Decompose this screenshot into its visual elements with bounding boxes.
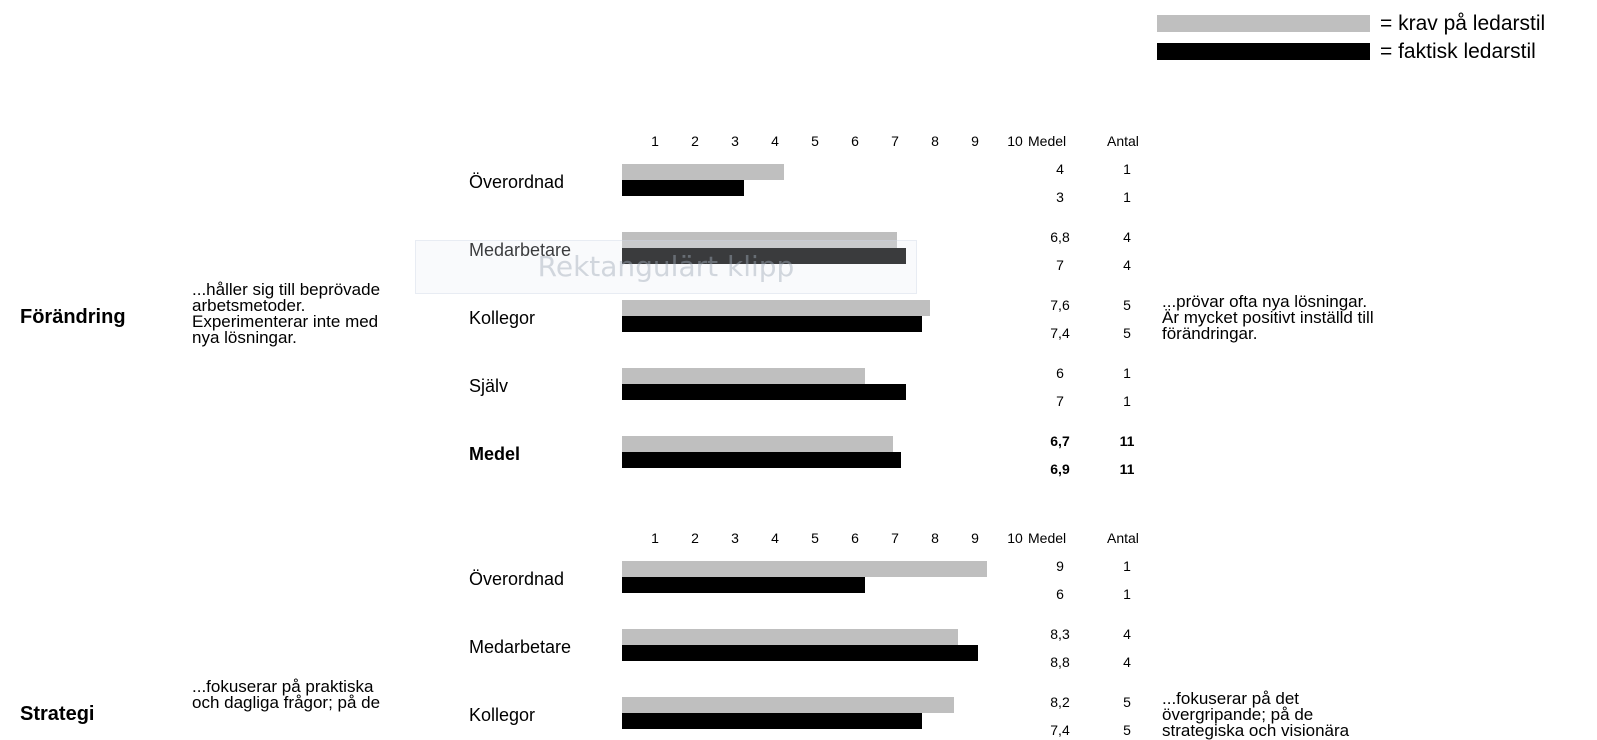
medel-value-krav: 8,3 bbox=[1050, 626, 1070, 642]
medel-value-krav: 8,2 bbox=[1050, 694, 1070, 710]
column-header-medel: Medel bbox=[1028, 530, 1067, 546]
bar-krav bbox=[622, 300, 930, 316]
antal-value-krav: 5 bbox=[1123, 297, 1131, 313]
antal-value-faktisk: 4 bbox=[1123, 257, 1131, 273]
bar-faktisk bbox=[622, 316, 922, 332]
x-tick-label: 4 bbox=[771, 133, 779, 149]
x-tick-label: 1 bbox=[651, 530, 659, 546]
x-tick-label: 10 bbox=[1007, 530, 1023, 546]
x-tick-label: 9 bbox=[971, 133, 979, 149]
antal-value-krav: 5 bbox=[1123, 694, 1131, 710]
medel-value-faktisk: 3 bbox=[1056, 189, 1064, 205]
antal-value-faktisk: 1 bbox=[1123, 586, 1131, 602]
column-header-antal: Antal bbox=[1107, 530, 1139, 546]
x-tick-label: 2 bbox=[691, 530, 699, 546]
antal-value-krav: 1 bbox=[1123, 365, 1131, 381]
medel-value-faktisk: 7,4 bbox=[1050, 722, 1070, 738]
medel-value-krav: 6,8 bbox=[1050, 229, 1070, 245]
medel-value-krav: 6,7 bbox=[1050, 433, 1070, 449]
antal-value-faktisk: 1 bbox=[1123, 393, 1131, 409]
left-description: ...fokuserar på praktiska och dagliga fr… bbox=[192, 677, 381, 712]
bar-faktisk bbox=[622, 645, 979, 661]
x-tick-label: 6 bbox=[851, 530, 859, 546]
x-tick-label: 7 bbox=[891, 530, 899, 546]
x-tick-label: 1 bbox=[651, 133, 659, 149]
x-tick-label: 4 bbox=[771, 530, 779, 546]
x-tick-label: 7 bbox=[891, 133, 899, 149]
bar-faktisk bbox=[622, 384, 906, 400]
antal-value-krav: 1 bbox=[1123, 161, 1131, 177]
bar-krav bbox=[622, 629, 959, 645]
legend-label-krav: = krav på ledarstil bbox=[1380, 12, 1546, 35]
bar-krav bbox=[622, 697, 955, 713]
row-label: Överordnad bbox=[469, 569, 565, 589]
row-label: Medel bbox=[469, 444, 521, 464]
x-tick-label: 8 bbox=[931, 133, 939, 149]
antal-value-krav: 11 bbox=[1119, 433, 1135, 449]
row-label: Medarbetare bbox=[469, 240, 572, 260]
bar-faktisk bbox=[622, 248, 906, 264]
row-label: Medarbetare bbox=[469, 637, 572, 657]
antal-value-krav: 4 bbox=[1123, 626, 1131, 642]
medel-value-krav: 6 bbox=[1056, 365, 1064, 381]
row-label: Själv bbox=[469, 376, 509, 396]
antal-value-faktisk: 11 bbox=[1119, 461, 1135, 477]
x-tick-label: 8 bbox=[931, 530, 939, 546]
column-header-medel: Medel bbox=[1028, 133, 1067, 149]
antal-value-faktisk: 1 bbox=[1123, 189, 1131, 205]
clipping-overlay: Rektangulärt klipp bbox=[415, 240, 917, 294]
x-tick-label: 9 bbox=[971, 530, 979, 546]
medel-value-faktisk: 7 bbox=[1056, 393, 1064, 409]
antal-value-faktisk: 5 bbox=[1123, 722, 1131, 738]
category-title: Förändring bbox=[20, 306, 126, 328]
medel-value-krav: 9 bbox=[1056, 558, 1064, 574]
medel-value-krav: 4 bbox=[1056, 161, 1064, 177]
medel-value-faktisk: 6,9 bbox=[1050, 461, 1070, 477]
column-header-antal: Antal bbox=[1107, 133, 1139, 149]
category-title: Strategi bbox=[20, 703, 95, 725]
bar-faktisk bbox=[622, 577, 865, 593]
x-tick-label: 3 bbox=[731, 133, 739, 149]
x-tick-label: 5 bbox=[811, 133, 819, 149]
legend-swatch-faktisk bbox=[1157, 43, 1370, 60]
medel-value-faktisk: 7,4 bbox=[1050, 325, 1070, 341]
bar-faktisk bbox=[622, 180, 744, 196]
bar-krav bbox=[622, 368, 865, 384]
legend-label-faktisk: = faktisk ledarstil bbox=[1380, 40, 1536, 63]
medel-value-krav: 7,6 bbox=[1050, 297, 1070, 313]
bar-krav bbox=[622, 436, 894, 452]
right-description: ...prövar ofta nya lösningar. Är mycket … bbox=[1162, 292, 1374, 343]
medel-value-faktisk: 7 bbox=[1056, 257, 1064, 273]
x-tick-label: 6 bbox=[851, 133, 859, 149]
row-label: Överordnad bbox=[469, 172, 565, 192]
bar-faktisk bbox=[622, 713, 922, 729]
bar-krav bbox=[622, 164, 784, 180]
row-label: Kollegor bbox=[469, 308, 536, 328]
antal-value-krav: 4 bbox=[1123, 229, 1131, 245]
medel-value-faktisk: 6 bbox=[1056, 586, 1064, 602]
antal-value-faktisk: 5 bbox=[1123, 325, 1131, 341]
legend-swatch-krav bbox=[1157, 15, 1370, 32]
row-label: Kollegor bbox=[469, 705, 536, 725]
x-tick-label: 2 bbox=[691, 133, 699, 149]
right-description: ...fokuserar på det övergripande; på de … bbox=[1162, 689, 1350, 740]
bar-faktisk bbox=[622, 452, 902, 468]
antal-value-faktisk: 4 bbox=[1123, 654, 1131, 670]
left-description: ...håller sig till beprövade arbetsmetod… bbox=[192, 280, 381, 347]
x-tick-label: 10 bbox=[1007, 133, 1023, 149]
x-tick-label: 3 bbox=[731, 530, 739, 546]
antal-value-krav: 1 bbox=[1123, 558, 1131, 574]
medel-value-faktisk: 8,8 bbox=[1050, 654, 1070, 670]
x-tick-label: 5 bbox=[811, 530, 819, 546]
bar-krav bbox=[622, 232, 898, 248]
bar-krav bbox=[622, 561, 987, 577]
